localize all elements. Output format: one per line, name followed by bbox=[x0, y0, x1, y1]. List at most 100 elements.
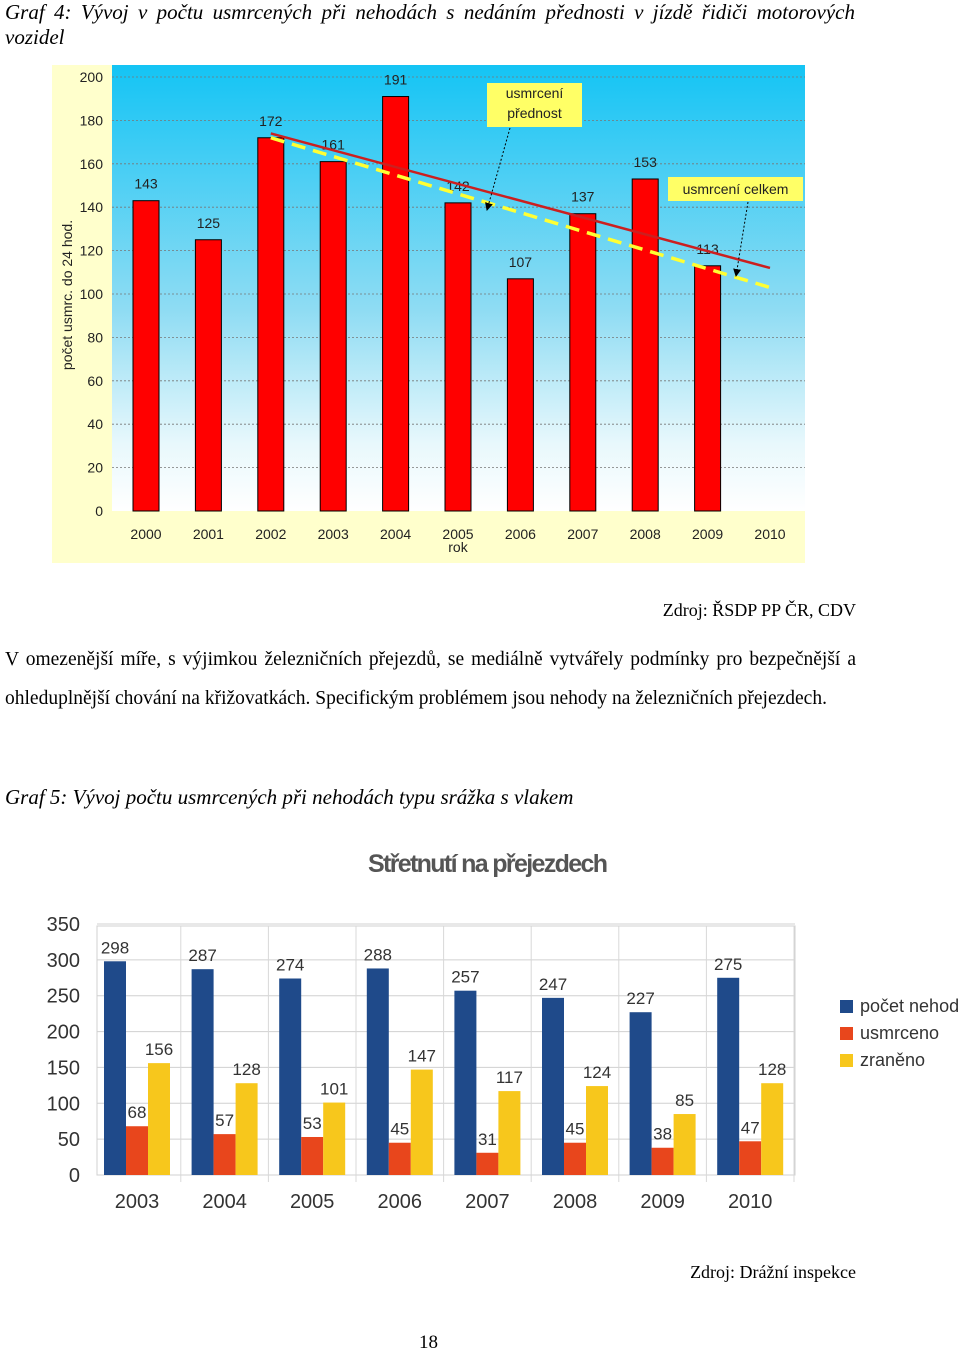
data-label: 45 bbox=[390, 1120, 409, 1139]
y-tick-label: 160 bbox=[80, 156, 104, 172]
x-axis-title: rok bbox=[448, 539, 468, 555]
paragraph: V omezenější míře, s výjimkou železniční… bbox=[5, 649, 856, 709]
data-label: 275 bbox=[714, 955, 742, 974]
y-tick-label: 80 bbox=[87, 329, 103, 345]
bar bbox=[586, 1086, 608, 1175]
bar bbox=[542, 997, 564, 1175]
data-label: 128 bbox=[232, 1060, 260, 1079]
data-label: 85 bbox=[675, 1091, 694, 1110]
x-tick-label: 2004 bbox=[202, 1191, 247, 1213]
bar bbox=[498, 1091, 521, 1175]
x-tick-label: 2002 bbox=[255, 526, 286, 542]
x-tick-label: 2009 bbox=[692, 526, 723, 542]
bar bbox=[761, 1083, 784, 1175]
data-label: 124 bbox=[583, 1063, 611, 1082]
bar bbox=[132, 200, 160, 512]
bar bbox=[257, 137, 285, 512]
bar bbox=[694, 265, 722, 512]
y-tick-label: 120 bbox=[80, 243, 104, 259]
x-tick-label: 2010 bbox=[728, 1191, 773, 1213]
bar bbox=[739, 1141, 762, 1175]
bar bbox=[673, 1114, 696, 1175]
x-tick-label: 2004 bbox=[380, 526, 411, 542]
data-label: 31 bbox=[478, 1130, 497, 1149]
trend-line bbox=[270, 132, 771, 270]
y-tick-label: 200 bbox=[80, 69, 104, 85]
data-label: 227 bbox=[626, 989, 654, 1008]
bar bbox=[301, 1136, 324, 1175]
y-tick-label: 180 bbox=[80, 112, 104, 128]
bar bbox=[323, 1102, 346, 1175]
data-label: 101 bbox=[320, 1080, 348, 1099]
x-tick-label: 2010 bbox=[754, 526, 785, 542]
y-tick-label: 300 bbox=[47, 950, 80, 972]
legend-swatch bbox=[840, 1027, 853, 1040]
data-label: 274 bbox=[276, 956, 304, 975]
legend-label: počet nehod bbox=[860, 996, 959, 1016]
bar bbox=[444, 202, 472, 512]
bar bbox=[319, 161, 347, 512]
y-tick-label: 100 bbox=[80, 286, 104, 302]
y-tick-label: 150 bbox=[47, 1057, 80, 1079]
y-axis-title: počet usmrc. do 24 hod. bbox=[59, 220, 75, 370]
y-tick-label: 40 bbox=[87, 416, 103, 432]
x-tick-label: 2005 bbox=[442, 526, 473, 542]
data-label: 147 bbox=[408, 1047, 436, 1066]
bar bbox=[631, 178, 659, 512]
bar bbox=[629, 1012, 652, 1175]
data-label: 156 bbox=[145, 1040, 173, 1059]
y-tick-label: 140 bbox=[80, 199, 104, 215]
data-label: 47 bbox=[741, 1118, 760, 1137]
y-tick-label: 20 bbox=[87, 460, 103, 476]
x-tick-label: 2000 bbox=[130, 526, 161, 542]
data-label: 117 bbox=[496, 1068, 523, 1087]
y-tick-label: 350 bbox=[47, 914, 80, 936]
y-tick-label: 100 bbox=[47, 1093, 80, 1115]
x-tick-label: 2006 bbox=[378, 1191, 423, 1213]
y-tick-label: 250 bbox=[47, 986, 80, 1008]
source: Zdroj: Drážní inspekce bbox=[690, 1262, 856, 1282]
x-tick-label: 2007 bbox=[567, 526, 598, 542]
bar bbox=[213, 1134, 236, 1175]
bar bbox=[235, 1083, 258, 1175]
annotation: usmrcení přednost bbox=[487, 83, 582, 127]
legend-label: usmrceno bbox=[860, 1023, 939, 1043]
legend-label: zraněno bbox=[860, 1050, 925, 1070]
chart-title: Střetnutí na přejezdech bbox=[368, 850, 608, 878]
bar bbox=[569, 213, 597, 512]
data-label: 107 bbox=[509, 254, 533, 270]
data-label: 143 bbox=[134, 176, 158, 192]
bar bbox=[476, 1152, 499, 1175]
bar bbox=[388, 1142, 411, 1175]
annotation-arrow bbox=[733, 201, 749, 277]
data-label: 128 bbox=[758, 1060, 786, 1079]
caption: Graf 5: Vývoj počtu usmrcených při nehod… bbox=[5, 785, 574, 809]
data-label: 68 bbox=[128, 1103, 147, 1122]
bar bbox=[104, 961, 126, 1175]
x-tick-label: 2005 bbox=[290, 1191, 335, 1213]
bar bbox=[717, 977, 740, 1175]
bar bbox=[126, 1126, 148, 1175]
x-tick-label: 2008 bbox=[630, 526, 661, 542]
bar bbox=[382, 96, 410, 512]
data-label: 125 bbox=[197, 215, 221, 231]
x-tick-label: 2009 bbox=[640, 1191, 685, 1213]
legend-swatch bbox=[840, 1054, 853, 1067]
data-label: 53 bbox=[303, 1114, 322, 1133]
data-label: 298 bbox=[101, 938, 129, 957]
annotation: usmrcení celkem bbox=[668, 177, 803, 201]
x-tick-label: 2008 bbox=[553, 1191, 598, 1213]
page-number: 18 bbox=[419, 1332, 438, 1353]
bar bbox=[191, 969, 214, 1175]
bar bbox=[194, 239, 222, 512]
x-tick-label: 2003 bbox=[318, 526, 349, 542]
y-tick-label: 60 bbox=[87, 373, 103, 389]
data-label: 57 bbox=[215, 1111, 234, 1130]
x-tick-label: 2006 bbox=[505, 526, 536, 542]
bar bbox=[366, 968, 389, 1175]
source: Zdroj: ŘSDP PP ČR, CDV bbox=[662, 600, 856, 620]
data-label: 247 bbox=[539, 975, 567, 994]
bar bbox=[410, 1069, 433, 1175]
